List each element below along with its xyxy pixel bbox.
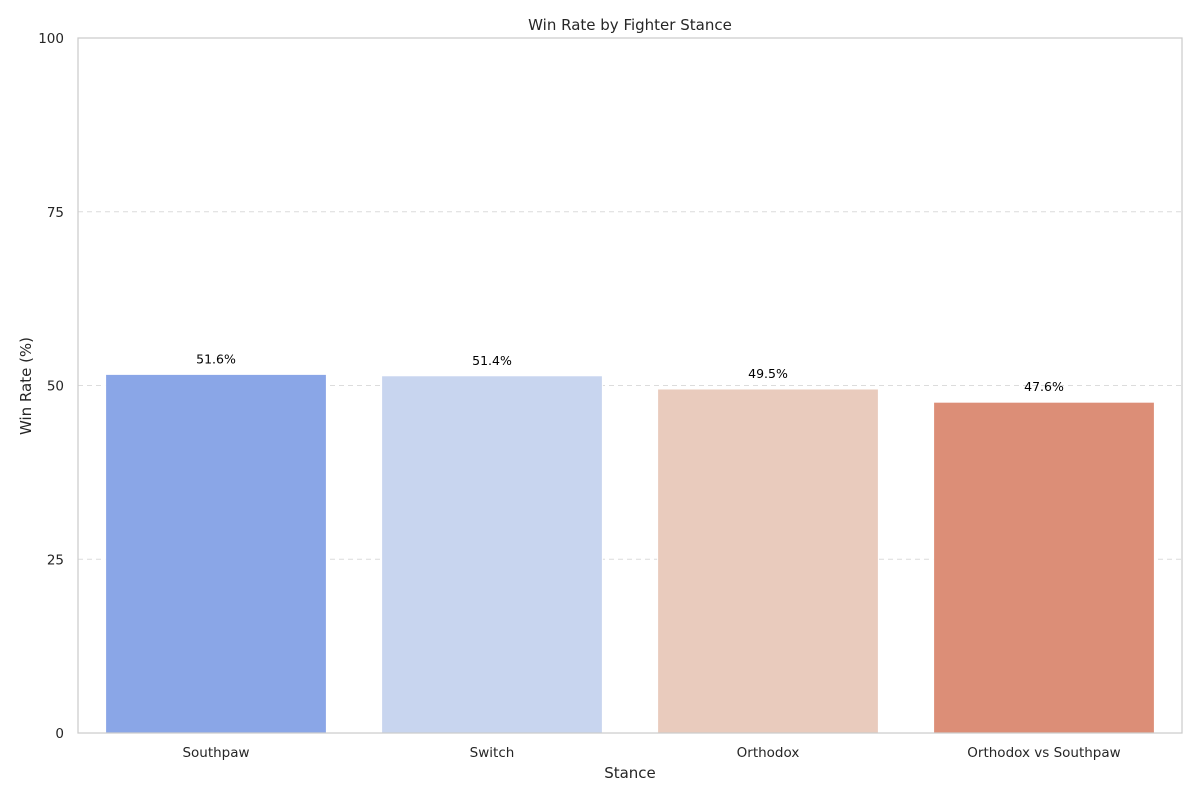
x-axis-label: Stance (604, 764, 656, 782)
y-axis-label: Win Rate (%) (17, 337, 35, 435)
chart-title: Win Rate by Fighter Stance (528, 16, 732, 34)
y-tick-label: 50 (47, 379, 64, 395)
x-tick-label: Orthodox (737, 745, 800, 761)
y-tick-label: 75 (47, 205, 64, 221)
bar-2 (381, 375, 603, 734)
plot-frame (77, 37, 1183, 734)
ticks-layer: 0 25 50 75 100 Southpaw Switch Orthodox Orthodox… (38, 31, 1120, 761)
bar-value-label: 47.6% (1024, 379, 1064, 394)
x-tick-label: Southpaw (182, 745, 249, 761)
labels-layer: 51.6% 51.4% 49.5% 47.6% (196, 351, 1064, 394)
x-tick-label: Orthodox vs Southpaw (967, 745, 1120, 761)
y-tick-label: 100 (38, 31, 64, 47)
bars-layer (105, 373, 1155, 734)
bar-3 (657, 388, 879, 734)
y-tick-label: 0 (55, 726, 64, 742)
bar-value-label: 49.5% (748, 366, 788, 381)
x-tick-label: Switch (470, 745, 515, 761)
bar-value-label: 51.6% (196, 351, 236, 366)
y-tick-label: 25 (47, 552, 64, 568)
bar-4 (933, 401, 1155, 734)
bar-value-label: 51.4% (472, 353, 512, 368)
bar-1 (105, 373, 327, 734)
